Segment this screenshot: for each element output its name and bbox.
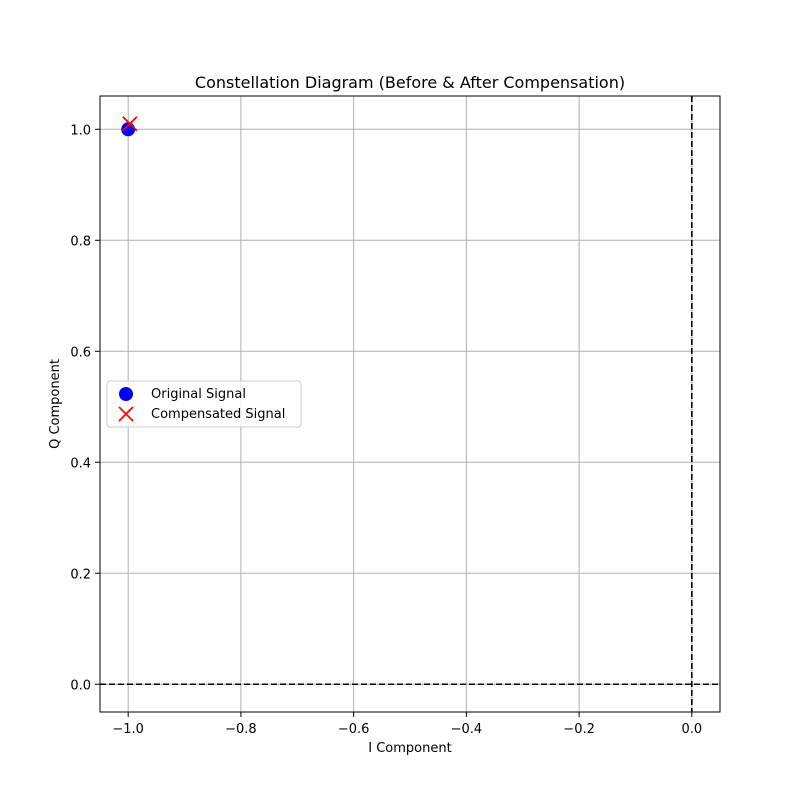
x-tick-label: −0.8 xyxy=(225,722,257,737)
y-axis-label: Q Component xyxy=(48,359,63,449)
x-tick-label: −1.0 xyxy=(112,722,144,737)
legend-box xyxy=(106,380,302,428)
y-tick-label: 0.2 xyxy=(70,567,91,582)
legend: Original Signal Compensated Signal xyxy=(106,380,302,428)
legend-label-compensated: Compensated Signal xyxy=(151,407,285,422)
plot-frame xyxy=(99,95,721,713)
chart-title: Constellation Diagram (Before & After Co… xyxy=(195,73,625,92)
x-tick-label: −0.6 xyxy=(338,722,370,737)
x-tick-label: 0.0 xyxy=(681,722,702,737)
legend-marker-original xyxy=(119,387,133,401)
y-axis-ticks: 0.0 0.2 0.4 0.6 0.8 1.0 xyxy=(70,123,100,693)
x-tick-label: −0.2 xyxy=(563,722,595,737)
legend-label-original: Original Signal xyxy=(151,387,246,402)
x-axis-ticks: −1.0 −0.8 −0.6 −0.4 −0.2 0.0 xyxy=(112,712,702,737)
y-tick-label: 0.8 xyxy=(70,234,91,249)
y-tick-label: 0.4 xyxy=(70,456,91,471)
x-tick-label: −0.4 xyxy=(451,722,483,737)
y-tick-label: 0.6 xyxy=(70,345,91,360)
y-tick-label: 0.0 xyxy=(70,678,91,693)
legend-marker-compensated xyxy=(118,406,134,422)
x-axis-label: I Component xyxy=(368,741,451,756)
y-tick-label: 1.0 xyxy=(70,123,91,138)
compensated-signal-point xyxy=(122,116,138,132)
reference-lines xyxy=(100,96,720,712)
data-points xyxy=(121,116,138,137)
